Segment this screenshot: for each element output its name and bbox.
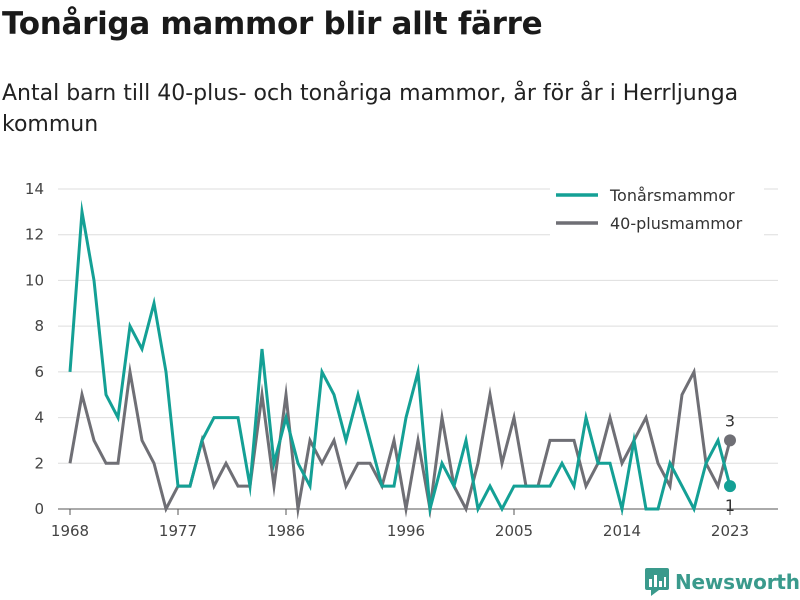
chart-subtitle: Antal barn till 40-plus- och tonåriga ma… <box>2 81 739 137</box>
y-tick-label: 10 <box>25 271 44 289</box>
x-tick-label: 2023 <box>711 522 749 540</box>
x-tick-label: 2014 <box>603 522 641 540</box>
legend-label: Tonårsmammor <box>609 186 735 205</box>
brand-logo[interactable]: Newsworthy <box>645 568 800 596</box>
y-tick-label: 2 <box>34 454 44 472</box>
y-tick-label: 12 <box>25 226 44 244</box>
end-point-label: 1 <box>725 496 735 515</box>
newsworthy-logo-icon <box>645 568 669 596</box>
x-tick-label: 1986 <box>267 522 305 540</box>
legend: Tonårsmammor 40-plusmammor <box>550 177 764 237</box>
legend-background <box>550 177 764 237</box>
y-tick-label: 8 <box>34 317 44 335</box>
y-tick-label: 6 <box>34 363 44 381</box>
brand-name: Newsworthy <box>675 570 800 594</box>
x-tick-label: 1996 <box>387 522 425 540</box>
legend-label: 40-plusmammor <box>610 214 743 233</box>
y-tick-label: 4 <box>34 409 44 427</box>
chart-title: Tonåriga mammor blir allt färre <box>2 6 543 42</box>
y-tick-label: 14 <box>25 180 44 198</box>
end-point-label: 3 <box>725 411 735 430</box>
x-tick-label: 1968 <box>51 522 89 540</box>
series-line-tonårsmammor <box>68 199 732 518</box>
x-tick-label: 2005 <box>495 522 533 540</box>
y-tick-label: 0 <box>34 500 44 518</box>
end-point-marker <box>724 434 736 447</box>
end-point-marker <box>724 480 736 493</box>
x-tick-label: 1977 <box>159 522 197 540</box>
